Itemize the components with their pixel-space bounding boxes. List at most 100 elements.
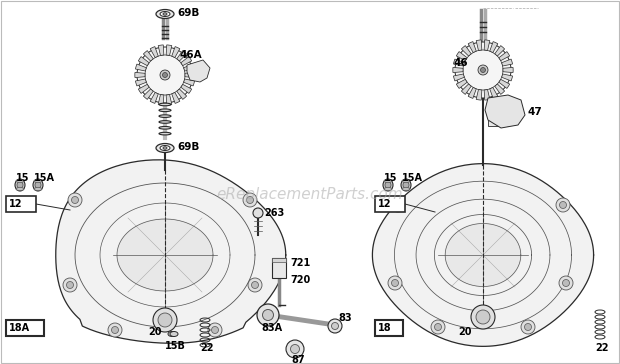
Text: 87: 87 [291,355,304,364]
Bar [272,258,286,278]
Ellipse shape [159,126,171,129]
Polygon shape [502,59,513,66]
Bar [488,118,508,126]
Circle shape [247,197,254,203]
Circle shape [248,278,262,292]
Ellipse shape [403,182,409,189]
Polygon shape [187,60,210,82]
Text: 47: 47 [528,107,542,117]
Ellipse shape [156,9,174,19]
Circle shape [108,323,122,337]
Polygon shape [461,84,471,94]
Circle shape [243,193,257,207]
Ellipse shape [384,179,392,182]
Circle shape [562,280,570,286]
Text: 12: 12 [9,199,22,209]
Polygon shape [461,46,471,56]
Text: 18: 18 [378,323,392,333]
Ellipse shape [163,147,167,149]
Circle shape [112,327,118,333]
Ellipse shape [384,187,392,190]
Ellipse shape [402,187,410,190]
Circle shape [559,276,573,290]
Polygon shape [185,72,195,78]
Circle shape [431,320,445,334]
Polygon shape [495,84,505,94]
Ellipse shape [159,109,171,112]
Bar [375,196,405,212]
Text: 720: 720 [290,275,310,285]
Text: 15: 15 [384,173,397,183]
Circle shape [332,323,339,329]
Ellipse shape [160,146,170,150]
Polygon shape [138,84,149,94]
Circle shape [502,109,508,115]
Text: 22: 22 [595,343,608,353]
Circle shape [63,278,77,292]
Circle shape [158,313,172,327]
Circle shape [257,304,279,326]
Polygon shape [135,79,146,86]
Text: 15B: 15B [165,341,186,351]
Ellipse shape [170,332,178,336]
Text: 46A: 46A [180,50,203,60]
Ellipse shape [159,115,171,118]
Polygon shape [143,51,153,61]
Circle shape [66,281,74,289]
Circle shape [498,105,512,119]
Polygon shape [499,79,510,88]
Bar [272,258,286,262]
Text: 15A: 15A [402,173,423,183]
Text: 69B: 69B [177,8,200,18]
Polygon shape [476,90,482,100]
Ellipse shape [159,103,171,106]
Text: 46: 46 [453,58,467,68]
Circle shape [291,344,299,353]
Ellipse shape [163,13,167,15]
Text: 20: 20 [458,327,471,337]
Polygon shape [158,95,164,105]
Text: 263: 263 [264,208,284,218]
Circle shape [435,324,441,331]
Text: 20: 20 [148,327,161,337]
Ellipse shape [16,179,24,182]
Polygon shape [373,164,593,347]
Circle shape [153,308,177,332]
Ellipse shape [401,179,411,191]
Circle shape [394,202,402,209]
Text: eReplacementParts.com: eReplacementParts.com [216,187,404,202]
Polygon shape [490,87,498,98]
Circle shape [471,305,495,329]
Ellipse shape [159,120,171,123]
Ellipse shape [168,332,176,336]
Polygon shape [158,45,164,56]
Text: 721: 721 [290,258,310,268]
Ellipse shape [34,179,42,182]
Polygon shape [484,40,490,51]
Polygon shape [453,59,464,66]
Circle shape [556,198,570,212]
Polygon shape [499,52,510,61]
Polygon shape [468,41,476,52]
Circle shape [253,208,263,218]
Circle shape [208,323,222,337]
Circle shape [137,47,193,103]
Text: 83: 83 [338,313,352,323]
Polygon shape [484,90,490,100]
Text: 12: 12 [378,199,391,209]
Polygon shape [150,92,158,103]
Polygon shape [150,47,158,58]
Polygon shape [166,95,172,105]
Ellipse shape [385,182,391,189]
Circle shape [195,68,199,72]
Polygon shape [143,89,153,99]
Circle shape [478,65,488,75]
Polygon shape [445,223,521,286]
Polygon shape [138,56,149,66]
Bar [6,196,36,212]
Ellipse shape [16,187,24,190]
Bar [6,320,44,336]
Ellipse shape [383,179,393,191]
Circle shape [252,281,259,289]
Circle shape [559,202,567,209]
